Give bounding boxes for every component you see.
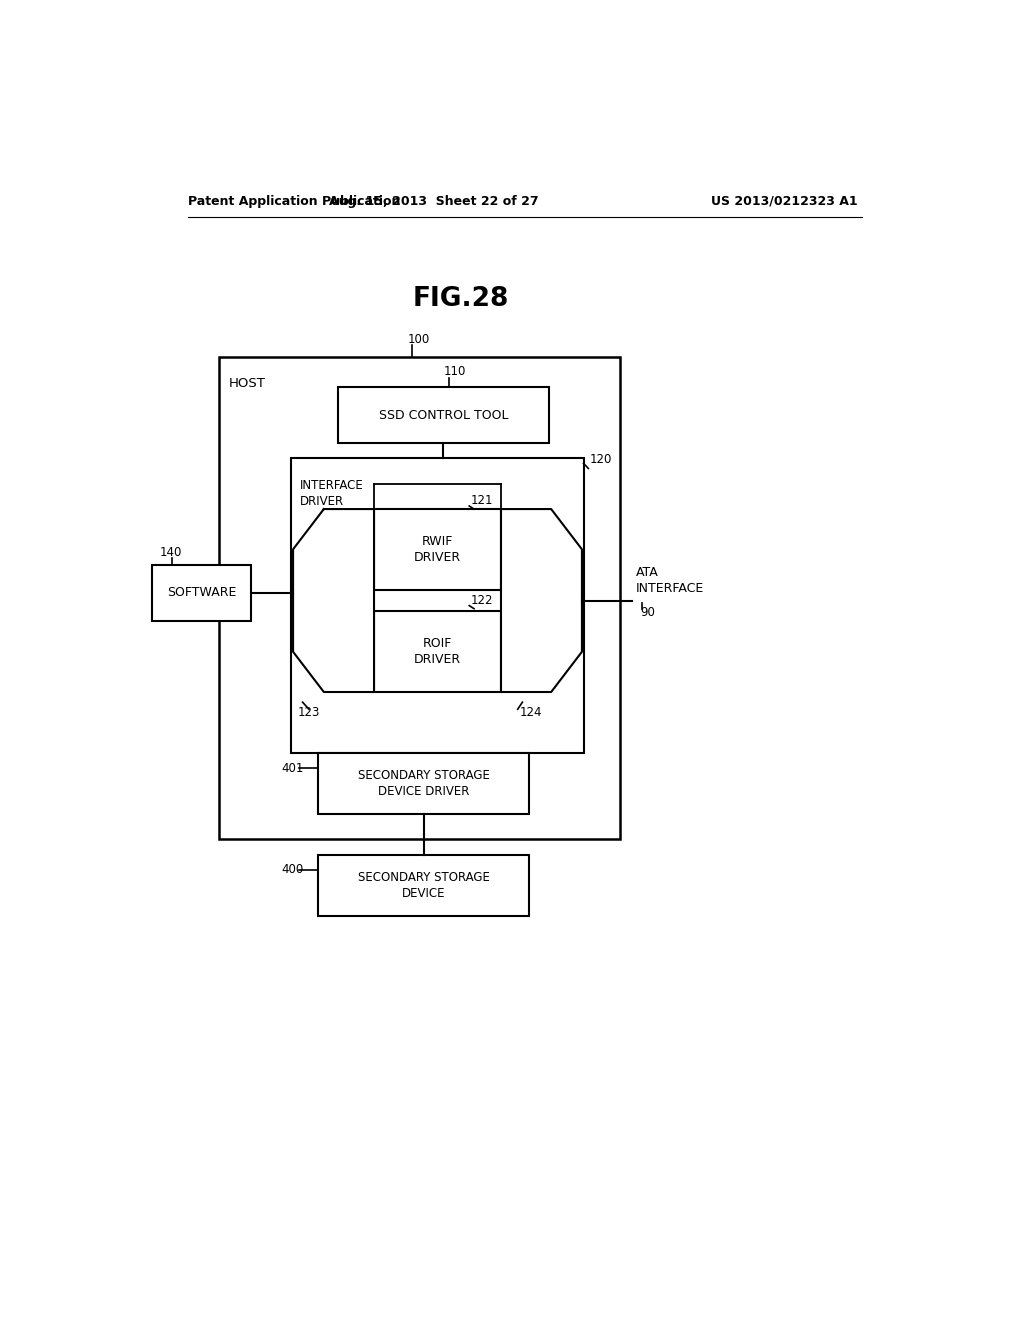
Bar xyxy=(374,510,501,590)
Text: 100: 100 xyxy=(408,333,430,346)
Text: 110: 110 xyxy=(443,366,466,379)
Text: HOST: HOST xyxy=(228,378,265,389)
Text: 121: 121 xyxy=(471,495,494,507)
Text: 122: 122 xyxy=(471,594,494,607)
Bar xyxy=(152,565,251,620)
Text: FIG.28: FIG.28 xyxy=(413,285,510,312)
Text: SSD CONTROL TOOL: SSD CONTROL TOOL xyxy=(379,409,508,421)
Text: Patent Application Publication: Patent Application Publication xyxy=(187,194,400,207)
Text: US 2013/0212323 A1: US 2013/0212323 A1 xyxy=(712,194,858,207)
Bar xyxy=(374,611,501,692)
Bar xyxy=(318,854,528,916)
Bar xyxy=(219,356,621,840)
Bar xyxy=(291,458,585,752)
Polygon shape xyxy=(293,510,374,692)
Bar xyxy=(338,387,549,444)
Text: 401: 401 xyxy=(282,762,303,775)
Text: 120: 120 xyxy=(590,453,612,466)
Text: SECONDARY STORAGE
DEVICE: SECONDARY STORAGE DEVICE xyxy=(357,871,489,900)
Text: 124: 124 xyxy=(519,706,542,719)
Text: 123: 123 xyxy=(298,706,321,719)
Text: RWIF
DRIVER: RWIF DRIVER xyxy=(414,535,461,564)
Text: INTERFACE
DRIVER: INTERFACE DRIVER xyxy=(300,479,364,508)
Bar xyxy=(318,752,528,814)
Text: SOFTWARE: SOFTWARE xyxy=(167,586,237,599)
Text: ATA
INTERFACE: ATA INTERFACE xyxy=(636,566,705,595)
Text: 90: 90 xyxy=(640,606,654,619)
Text: 400: 400 xyxy=(282,863,303,876)
Polygon shape xyxy=(501,510,582,692)
Text: SECONDARY STORAGE
DEVICE DRIVER: SECONDARY STORAGE DEVICE DRIVER xyxy=(357,770,489,799)
Text: Aug. 15, 2013  Sheet 22 of 27: Aug. 15, 2013 Sheet 22 of 27 xyxy=(329,194,539,207)
Text: ROIF
DRIVER: ROIF DRIVER xyxy=(414,636,461,665)
Text: 140: 140 xyxy=(160,546,182,560)
